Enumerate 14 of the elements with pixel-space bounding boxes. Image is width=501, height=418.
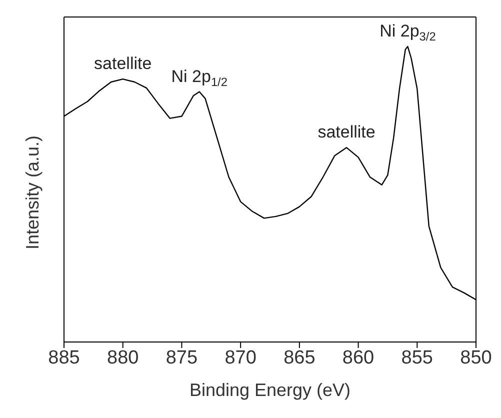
x-tick-label: 855 — [401, 347, 433, 368]
annotation: satellite — [318, 122, 376, 142]
annotation: Ni 2p$_{3/2}$ — [380, 22, 436, 44]
x-axis-title: Binding Energy (eV) — [189, 380, 351, 400]
x-tick-label: 850 — [460, 347, 492, 368]
annotation: satellite — [94, 54, 152, 74]
x-tick-label: 880 — [107, 347, 139, 368]
x-tick-label: 875 — [166, 347, 198, 368]
x-tick-label: 860 — [342, 347, 374, 368]
y-axis-title: Intensity (a.u.) — [22, 135, 42, 250]
x-tick-label: 870 — [224, 347, 256, 368]
annotation: Ni 2p$_{1/2}$ — [171, 66, 228, 88]
x-tick-label: 885 — [48, 347, 80, 368]
x-tick-label: 865 — [284, 347, 316, 368]
